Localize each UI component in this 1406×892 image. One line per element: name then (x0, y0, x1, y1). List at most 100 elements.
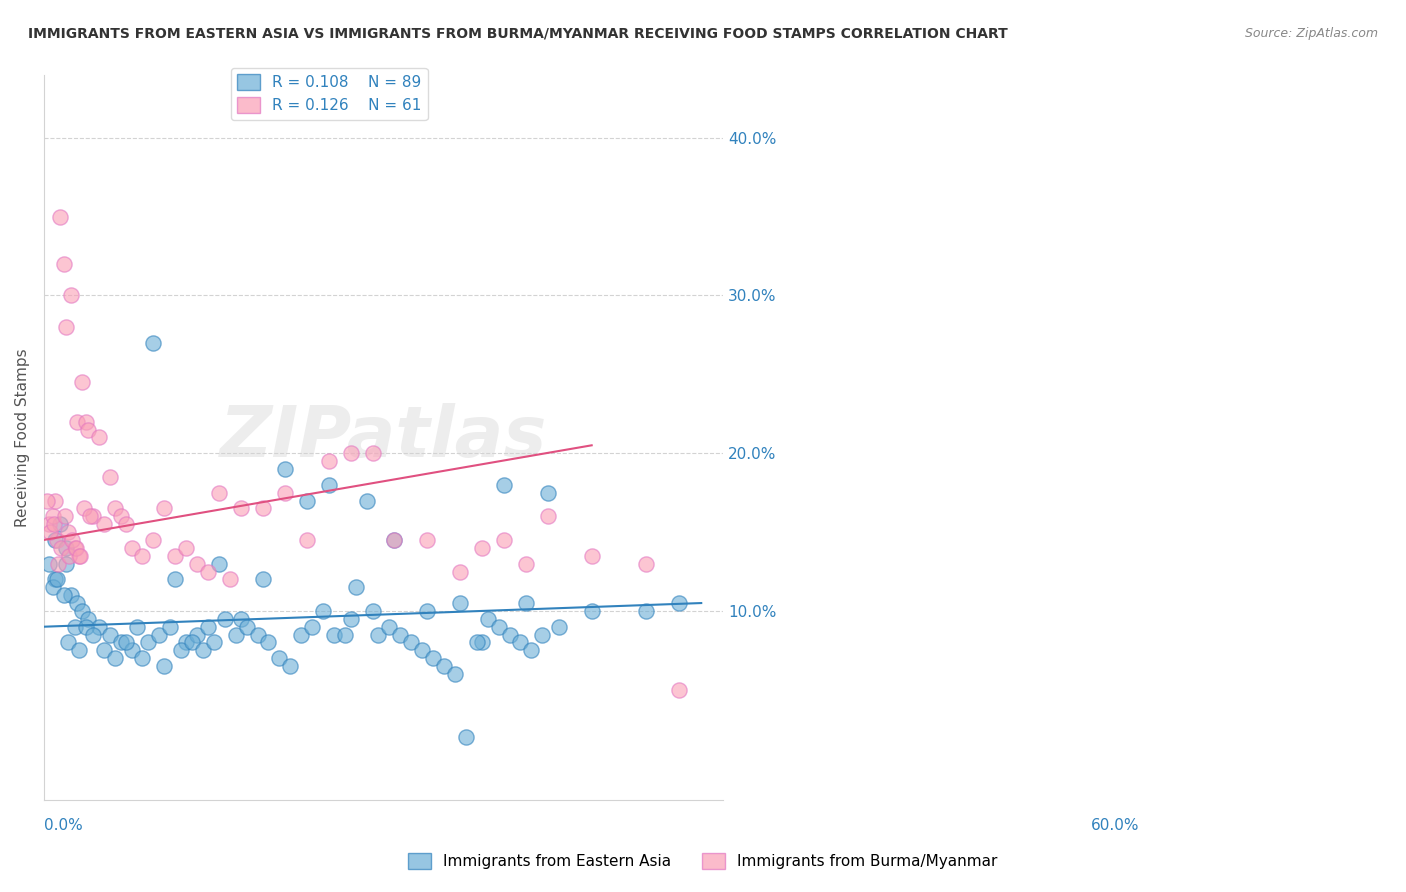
Point (477, 612, 499, 626)
Point (176, 541, 198, 555)
Point (269, 651, 291, 665)
Point (159, 620, 181, 634)
Point (176, 635, 198, 649)
Point (38, 517, 60, 532)
Point (76, 423, 98, 437)
Point (125, 620, 148, 634)
Point (361, 604, 384, 618)
Point (41, 509, 63, 524)
Point (76, 612, 98, 626)
Y-axis label: Receiving Food Stamps: Receiving Food Stamps (15, 348, 30, 527)
Point (82, 509, 104, 524)
Point (75, 415, 97, 429)
Point (65, 541, 87, 555)
Point (416, 604, 439, 618)
Point (153, 501, 176, 516)
Point (55, 320, 77, 334)
Point (547, 620, 569, 634)
Point (471, 541, 494, 555)
Point (98, 470, 121, 484)
Point (60, 588, 83, 602)
Point (42, 517, 65, 532)
Point (356, 493, 378, 508)
Point (142, 335, 165, 350)
Point (136, 635, 159, 649)
Point (70, 604, 93, 618)
Point (323, 627, 346, 641)
Point (37, 493, 59, 508)
Point (115, 517, 138, 532)
Text: IMMIGRANTS FROM EASTERN ASIA VS IMMIGRANTS FROM BURMA/MYANMAR RECEIVING FOOD STA: IMMIGRANTS FROM EASTERN ASIA VS IMMIGRAN… (28, 27, 1008, 41)
Point (44, 493, 66, 508)
Point (531, 627, 554, 641)
Point (79, 509, 101, 524)
Point (63, 541, 86, 555)
Point (636, 604, 658, 618)
Point (49, 517, 72, 532)
Point (339, 612, 361, 626)
Point (63, 620, 86, 634)
Point (87, 620, 110, 634)
Point (186, 627, 208, 641)
Point (339, 446, 361, 460)
Point (98, 627, 121, 641)
Point (180, 635, 202, 649)
Text: ZIPatlas: ZIPatlas (219, 403, 547, 472)
Point (46, 573, 69, 587)
Point (58, 549, 80, 563)
Point (367, 627, 389, 641)
Point (449, 596, 471, 610)
Point (422, 651, 444, 665)
Point (121, 541, 143, 555)
Point (110, 635, 132, 649)
Point (636, 557, 658, 571)
Point (208, 557, 231, 571)
Point (274, 485, 297, 500)
Point (344, 580, 367, 594)
Point (70, 375, 93, 389)
Text: Source: ZipAtlas.com: Source: ZipAtlas.com (1244, 27, 1378, 40)
Point (53, 509, 76, 524)
Point (52, 257, 75, 271)
Point (515, 557, 537, 571)
Point (290, 627, 312, 641)
Point (388, 627, 411, 641)
Point (44, 573, 66, 587)
Point (219, 573, 242, 587)
Point (520, 643, 543, 657)
Point (191, 643, 214, 657)
Point (384, 533, 406, 547)
Point (488, 620, 510, 634)
Point (52, 588, 75, 602)
Point (229, 501, 252, 516)
Point (197, 565, 219, 579)
Point (56, 635, 79, 649)
Legend: Immigrants from Eastern Asia, Immigrants from Burma/Myanmar: Immigrants from Eastern Asia, Immigrants… (402, 847, 1004, 875)
Point (581, 604, 603, 618)
Point (257, 635, 280, 649)
Point (399, 635, 422, 649)
Point (246, 627, 269, 641)
Point (443, 667, 465, 681)
Point (41, 580, 63, 594)
Point (208, 485, 231, 500)
Point (492, 533, 515, 547)
Point (55, 541, 77, 555)
Point (318, 454, 340, 468)
Point (93, 643, 115, 657)
Point (252, 501, 274, 516)
Point (295, 493, 318, 508)
Point (214, 612, 236, 626)
Legend: R = 0.108    N = 89, R = 0.126    N = 61: R = 0.108 N = 89, R = 0.126 N = 61 (231, 68, 427, 120)
Point (153, 659, 176, 673)
Point (131, 549, 153, 563)
Point (280, 659, 302, 673)
Point (411, 643, 433, 657)
Point (131, 651, 153, 665)
Point (93, 517, 115, 532)
Point (67, 549, 90, 563)
Point (121, 643, 143, 657)
Point (384, 533, 406, 547)
Point (148, 627, 170, 641)
Text: 0.0%: 0.0% (44, 818, 83, 833)
